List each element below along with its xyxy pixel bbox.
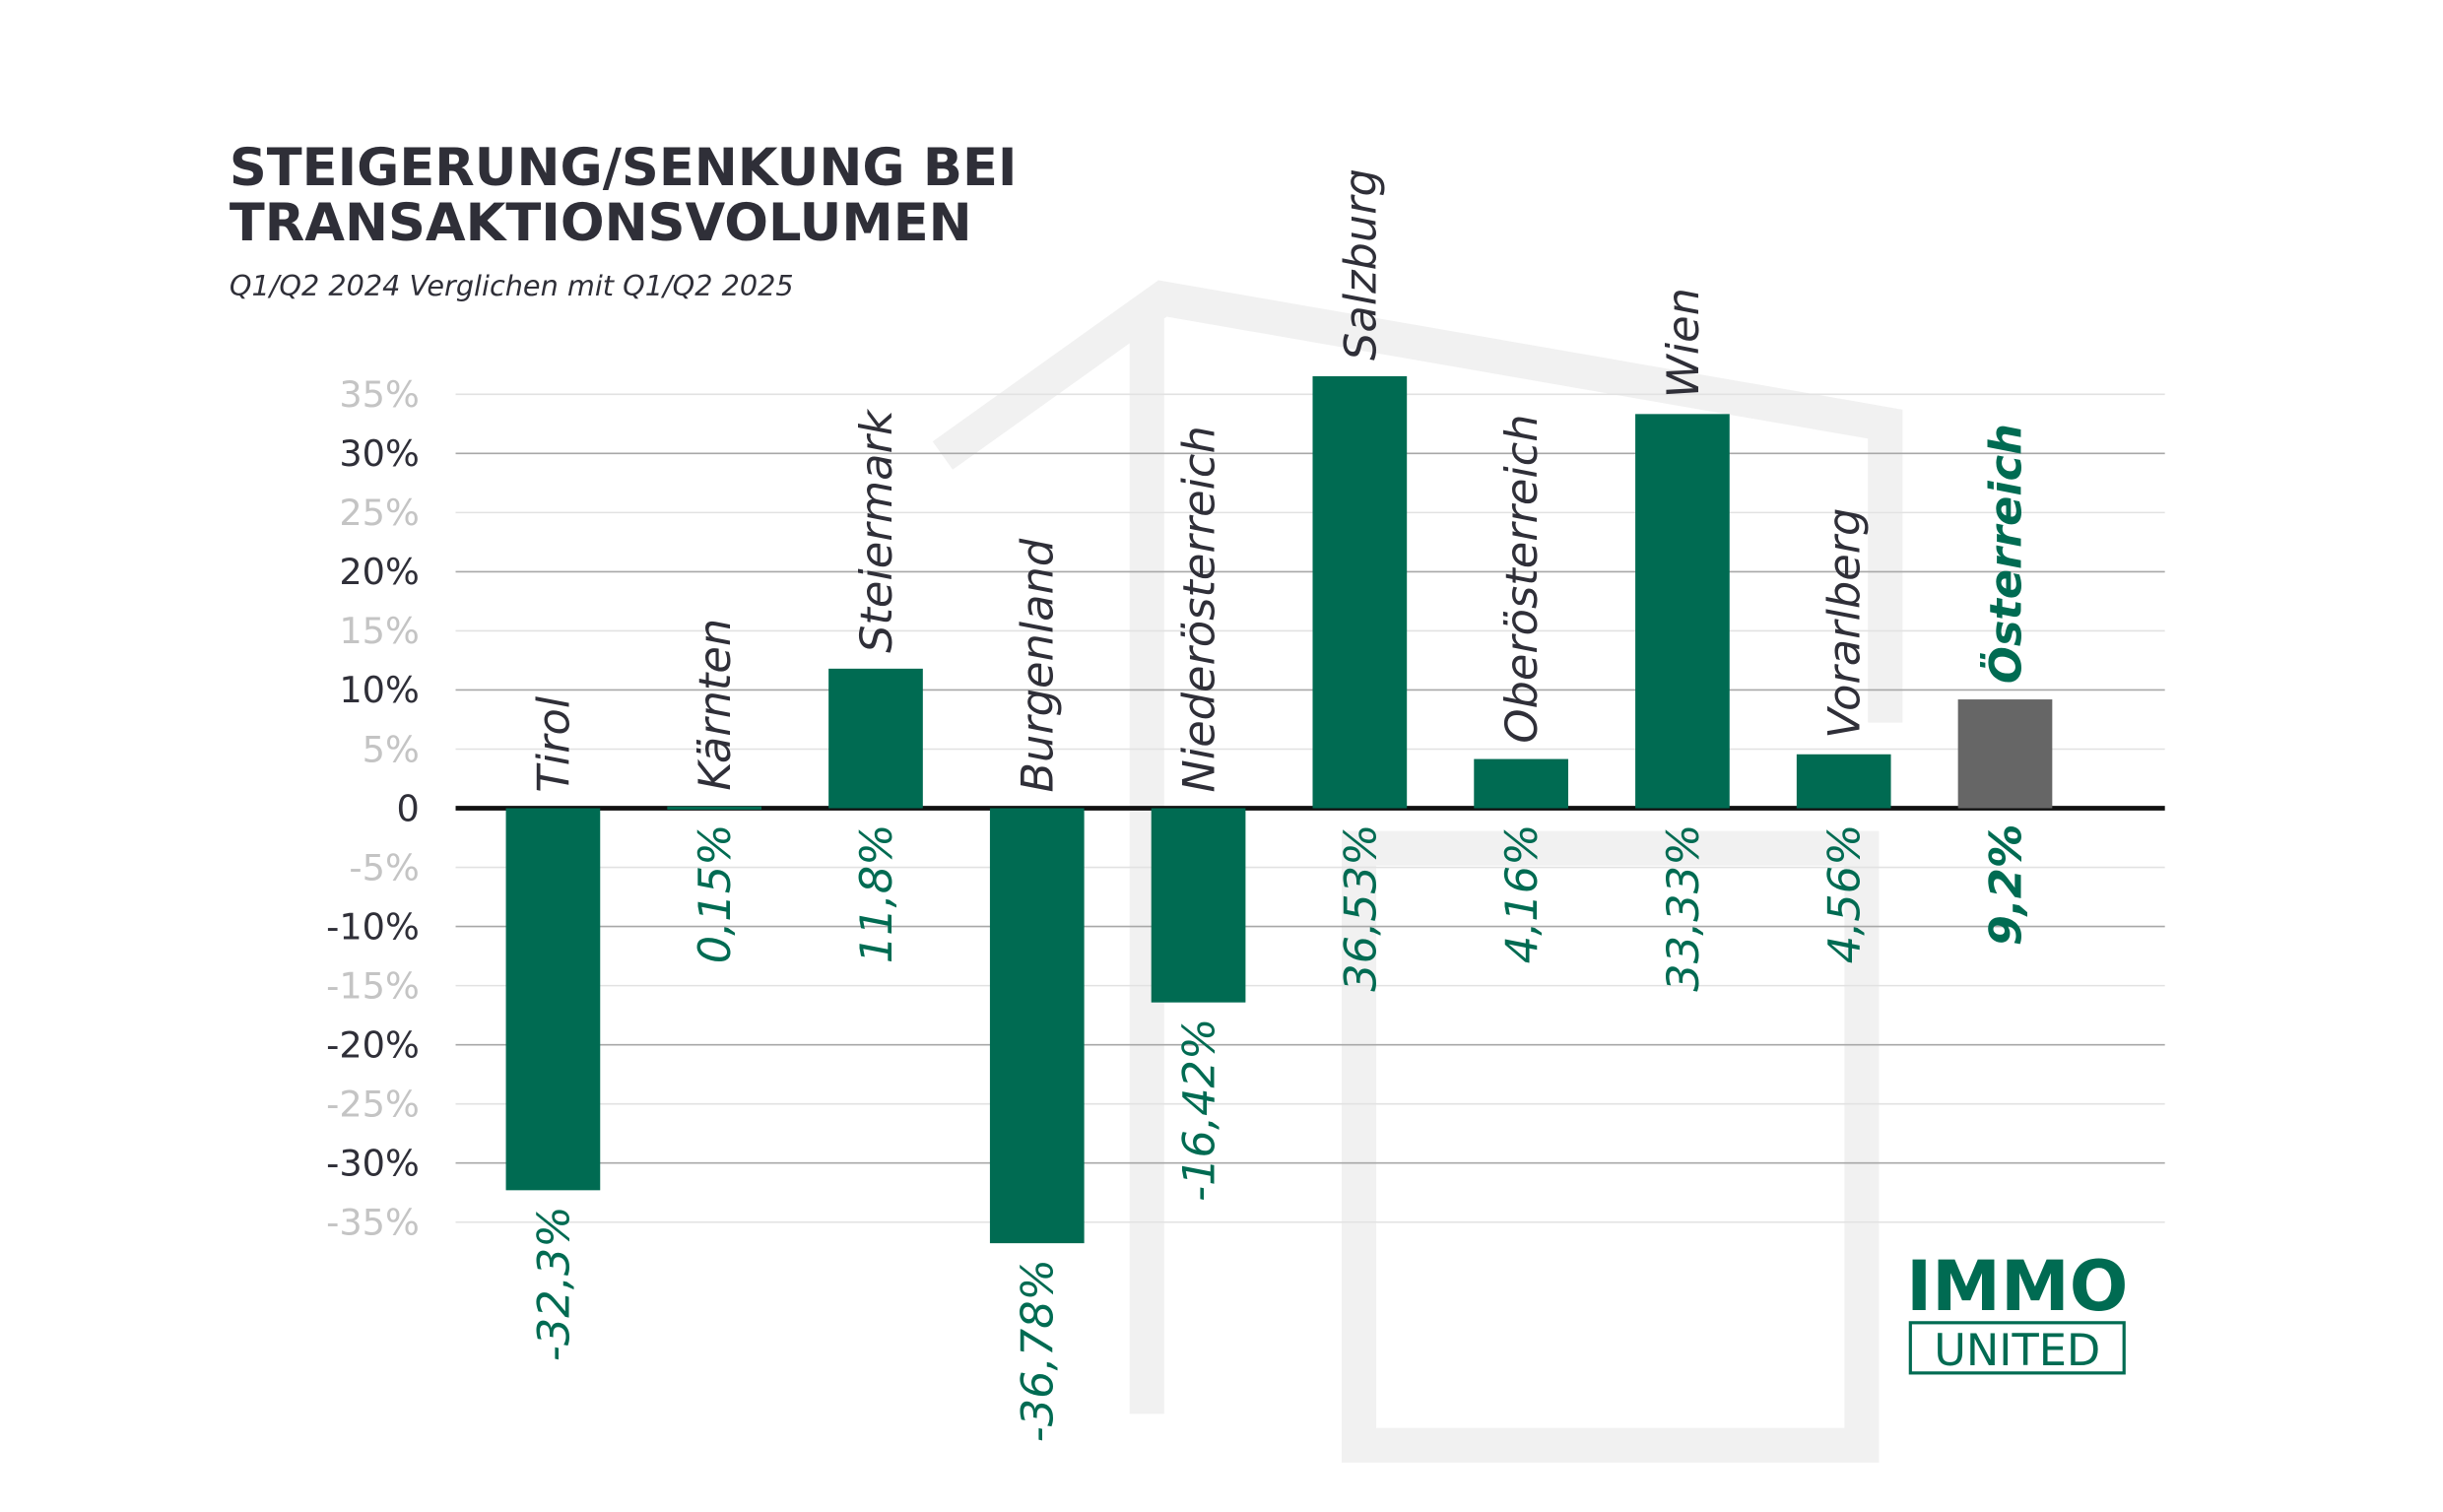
x-tick-label: Salzburg [1335, 168, 1386, 361]
x-tick-label: Burgenland [1013, 538, 1064, 792]
data-label: -32,3% [528, 1206, 579, 1361]
y-tick-label: -30% [326, 1142, 420, 1184]
x-tick-label: Wien [1658, 288, 1709, 398]
logo-text: UNITED [1934, 1325, 2100, 1376]
data-label: -36,78% [1013, 1259, 1064, 1442]
bar [828, 668, 923, 809]
x-tick-label: Tirol [528, 695, 579, 792]
x-tick-label: Steiermark [851, 408, 902, 653]
data-label: 33,33% [1658, 823, 1709, 991]
x-tick-label: Kärnten [690, 619, 741, 791]
data-label: 4,16% [1496, 823, 1548, 963]
bar [1474, 758, 1568, 809]
chart-subtitle: Q1/Q2 2024 Verglichen mit Q1/Q2 2025 [230, 269, 794, 302]
bar [1151, 808, 1246, 1003]
y-tick-label: -25% [326, 1083, 420, 1125]
y-tick-label: 10% [339, 669, 420, 711]
watermark-roof [932, 280, 1903, 723]
data-label: 11,8% [851, 823, 902, 963]
data-label: 4,56% [1819, 823, 1871, 963]
chart-title: TRANSAKTIONSVOLUMEN [230, 193, 972, 253]
logo-box [1908, 1321, 2126, 1375]
y-tick-label: -5% [349, 846, 419, 888]
y-tick-label: 5% [363, 728, 420, 770]
bar [1957, 699, 2053, 809]
logo-text: IMMO [1906, 1246, 2128, 1327]
y-tick-label: -15% [326, 964, 420, 1007]
bar [667, 806, 762, 810]
x-tick-label: Österreich [1979, 424, 2031, 684]
y-tick-label: -20% [326, 1023, 420, 1066]
bar [989, 808, 1085, 1244]
bar [1796, 754, 1891, 809]
watermark-house [1342, 830, 1880, 1463]
y-tick-label: 0 [397, 787, 420, 829]
watermark [932, 280, 1903, 1463]
y-tick-label: 25% [339, 492, 420, 534]
x-tick-label: Oberösterreich [1496, 414, 1548, 743]
data-label: 9,2% [1980, 823, 2031, 946]
y-tick-label: 35% [339, 373, 420, 416]
y-tick-label: 20% [339, 551, 420, 593]
bar [505, 808, 601, 1191]
data-label: 0,15% [690, 823, 741, 963]
data-label: 36,53% [1335, 823, 1386, 991]
x-tick-label: Niederösterreich [1174, 426, 1225, 792]
data-label: -16,42% [1174, 1019, 1225, 1202]
y-tick-label: 15% [339, 610, 420, 652]
y-tick-label: 30% [339, 432, 420, 475]
x-tick-label: Vorarlberg [1819, 508, 1871, 739]
y-tick-label: -10% [326, 905, 420, 948]
bar [1312, 375, 1408, 809]
y-tick-label: -35% [326, 1202, 420, 1244]
bar [1635, 414, 1730, 809]
chart-title: STEIGERUNG/SENKUNG BEI [230, 138, 1018, 198]
